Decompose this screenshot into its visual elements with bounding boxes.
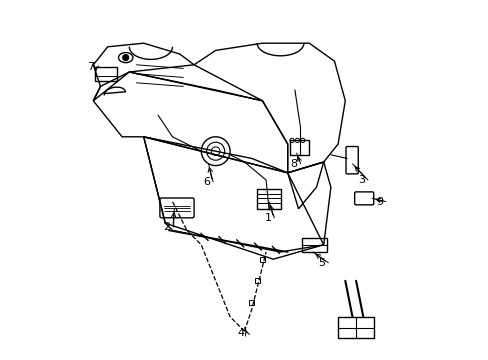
Bar xyxy=(260,257,264,262)
Text: 9: 9 xyxy=(375,197,382,207)
Text: 8: 8 xyxy=(290,159,297,169)
Text: 4: 4 xyxy=(237,328,244,338)
Text: 5: 5 xyxy=(318,258,325,268)
Circle shape xyxy=(122,55,128,60)
Text: 3: 3 xyxy=(357,175,364,185)
Bar xyxy=(254,278,259,283)
Text: 1: 1 xyxy=(264,213,271,223)
Text: 7: 7 xyxy=(87,62,94,72)
Bar xyxy=(249,300,254,305)
Text: 6: 6 xyxy=(203,177,210,187)
Text: 2: 2 xyxy=(163,222,170,232)
